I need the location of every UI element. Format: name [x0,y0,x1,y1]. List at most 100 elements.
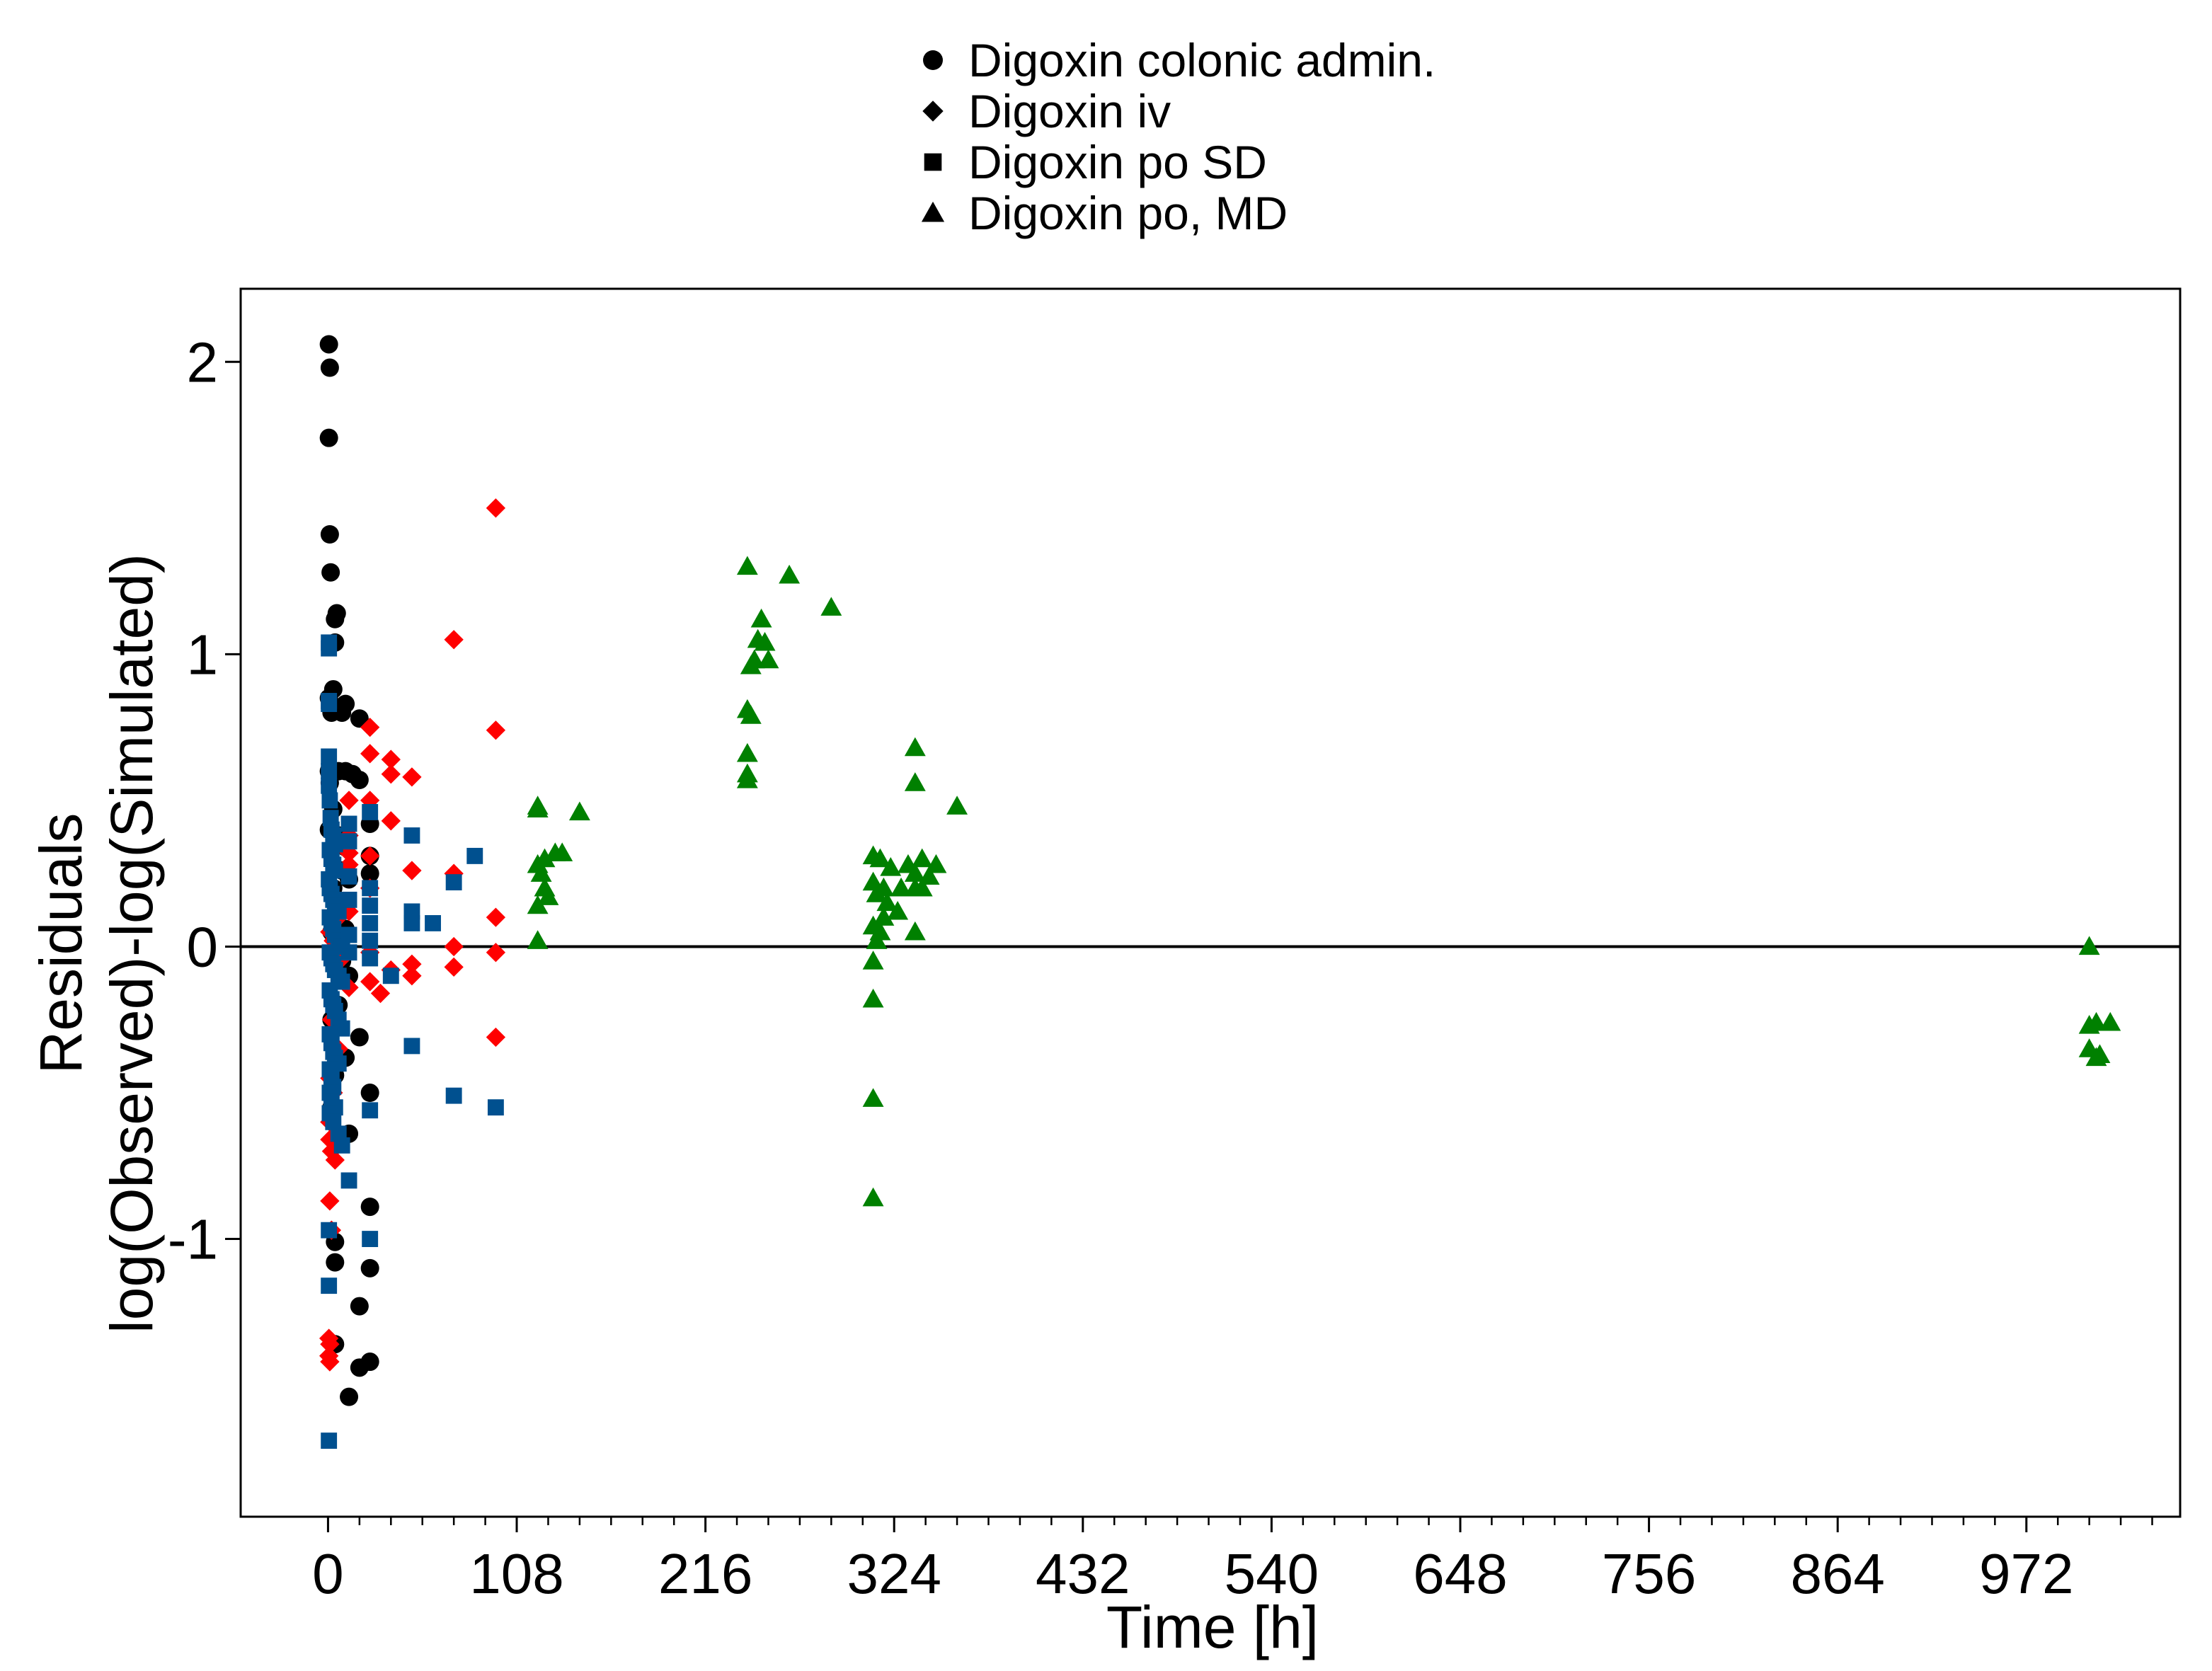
data-point [820,597,842,616]
triangle-legend-icon [921,201,945,222]
data-point [360,1258,379,1277]
data-point [444,630,464,650]
data-point [2085,1011,2107,1031]
data-point [486,907,506,927]
data-point [360,864,379,883]
data-point [340,1387,359,1406]
data-point [340,833,357,850]
data-point [339,791,359,810]
series-2 [321,634,504,1449]
data-point [326,1253,345,1272]
data-point [880,856,902,876]
data-point [946,796,968,815]
plot-area [239,287,2182,1518]
data-point [340,891,357,908]
y-tick-label: -1 [168,1208,218,1271]
data-point [904,772,926,791]
data-point [530,863,552,882]
data-point [320,358,339,377]
data-point [736,742,758,762]
data-point [333,973,350,990]
data-point [333,1137,350,1154]
data-point [2078,936,2100,955]
legend-item: Digoxin po, MD [921,187,1288,239]
x-tick-label: 864 [1790,1542,1884,1605]
data-point [360,791,380,810]
legend-label: Digoxin po, MD [968,187,1288,239]
data-point [444,957,464,977]
y-tick-label: 0 [187,915,219,978]
data-point [527,798,549,817]
data-point [551,842,573,861]
data-point [360,1084,379,1103]
data-point [445,874,462,891]
data-point [887,900,909,920]
data-point [911,877,933,897]
data-point [362,932,379,949]
data-point [327,604,346,623]
data-point [362,1102,379,1119]
y-tick-label: 2 [187,331,219,394]
data-point [866,883,888,902]
legend-label: Digoxin iv [968,85,1171,137]
data-point [362,950,379,967]
data-point [362,880,379,897]
data-point [320,525,339,544]
data-point [360,717,380,737]
legend-item: Digoxin iv [922,85,1171,137]
x-axis: 0 108 216 324 432 540 648 756 864 972 [312,1517,2153,1605]
circle-legend-icon [923,50,943,70]
legend-label: Digoxin po SD [968,136,1267,188]
x-tick-label: 324 [847,1542,941,1605]
data-point [402,966,422,986]
data-point [862,871,884,891]
data-point [402,954,422,974]
x-tick-label: 432 [1036,1542,1130,1605]
data-point [340,815,357,832]
data-point [444,863,464,883]
x-tick-label: 540 [1225,1542,1319,1605]
x-tick-label: 108 [469,1542,563,1605]
data-point [862,988,884,1008]
data-point [486,943,506,963]
data-point [350,1297,369,1316]
data-point [403,827,420,844]
data-point [445,1087,462,1104]
data-point [537,886,559,905]
data-point [382,967,399,984]
data-point [319,428,338,447]
data-point [319,1346,339,1366]
data-point [740,705,762,724]
data-point [360,744,380,764]
data-point [350,1028,369,1047]
data-point [321,696,338,713]
data-point [487,1099,504,1116]
legend-label: Digoxin colonic admin. [968,34,1435,86]
data-point [339,843,359,863]
legend-item: Digoxin po SD [924,136,1267,188]
data-point [381,750,401,769]
x-tick-label: 972 [1979,1542,2073,1605]
legend-item: Digoxin colonic admin. [923,34,1435,86]
data-point [904,737,926,757]
data-point [333,703,352,722]
data-point [350,709,369,728]
data-point [486,498,506,518]
data-point [2089,1044,2111,1063]
data-point [402,861,422,880]
data-point [890,877,912,897]
data-point [862,1088,884,1107]
data-point [381,764,401,784]
data-point [736,769,758,788]
data-point [321,777,338,794]
square-legend-icon [924,153,942,171]
series-3 [527,556,2121,1207]
data-point [757,649,779,669]
data-point [319,335,338,354]
x-tick-label: 0 [312,1542,344,1605]
x-tick-label: 216 [658,1542,752,1605]
data-point [360,1353,379,1372]
data-point [904,921,926,941]
